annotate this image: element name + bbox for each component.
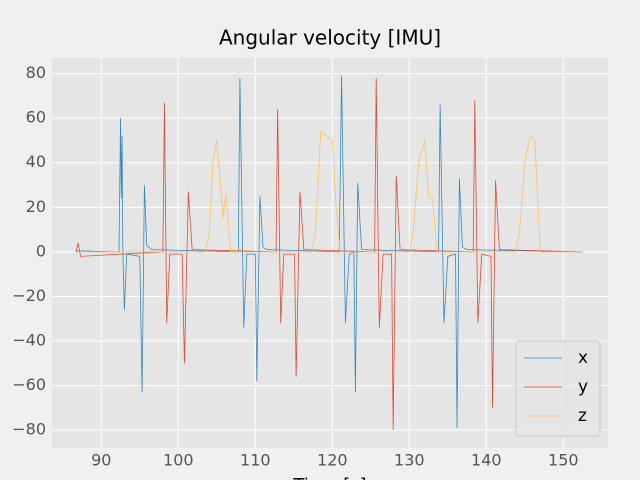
x-tick-label: 150 <box>548 451 579 470</box>
legend-label: z <box>578 406 587 426</box>
y-tick-label: 80 <box>26 63 46 82</box>
x-tick-label: 120 <box>317 451 348 470</box>
x-tick-label: 110 <box>240 451 271 470</box>
y-tick-label: −20 <box>12 286 46 305</box>
x-tick-label: 100 <box>163 451 194 470</box>
data-line <box>75 75 583 428</box>
x-tick-label: 140 <box>471 451 502 470</box>
y-tick-label: 20 <box>26 197 46 216</box>
y-tick-label: −60 <box>12 375 46 394</box>
legend-box <box>515 340 601 437</box>
x-axis-label: Time [s] <box>292 475 366 480</box>
legend: xyz <box>515 340 601 437</box>
x-tick-label: 90 <box>91 451 111 470</box>
chart-title: Angular velocity [IMU] <box>219 26 441 50</box>
y-tick-label: 60 <box>26 108 46 127</box>
data-line <box>75 130 583 253</box>
y-tick-label: 0 <box>36 241 46 260</box>
x-tick-label: 130 <box>394 451 425 470</box>
y-tick-label: −40 <box>12 331 46 350</box>
legend-label: x <box>578 348 588 368</box>
y-tick-label: 40 <box>26 152 46 171</box>
data-line <box>75 78 583 431</box>
legend-label: y <box>578 377 588 397</box>
y-tick-label: −80 <box>12 420 46 439</box>
